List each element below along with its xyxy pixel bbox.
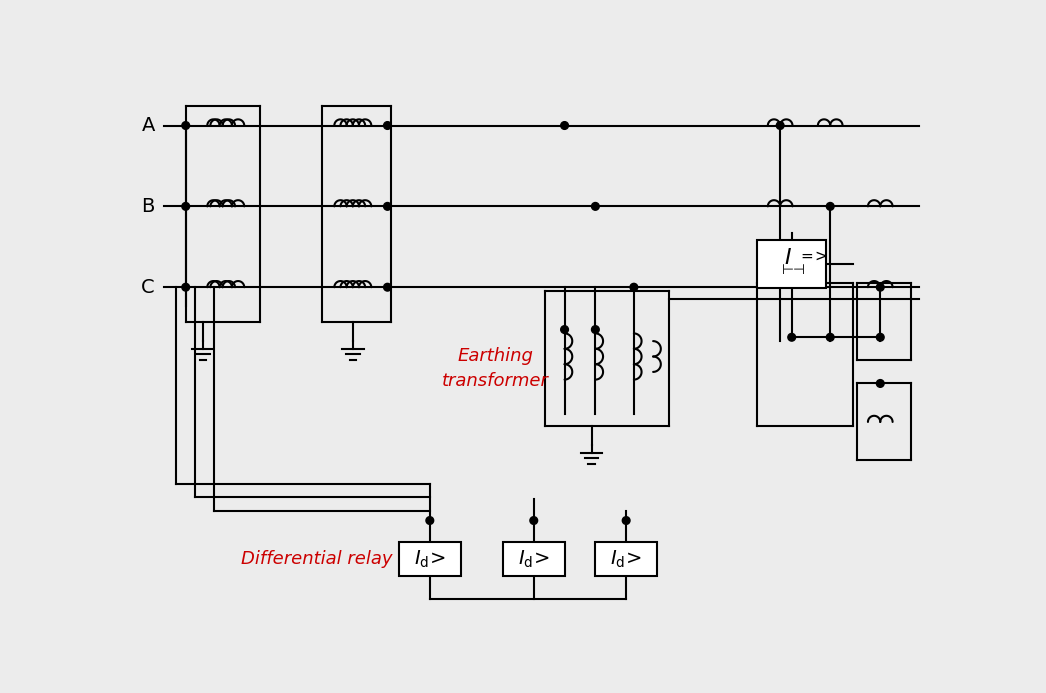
Text: B: B bbox=[141, 197, 155, 216]
Text: $\mathdefault{=\!\!>}$: $\mathdefault{=\!\!>}$ bbox=[798, 249, 827, 264]
Circle shape bbox=[182, 283, 189, 291]
Circle shape bbox=[877, 333, 884, 341]
Bar bbox=[503, 542, 565, 576]
Circle shape bbox=[182, 202, 189, 210]
Circle shape bbox=[622, 517, 630, 525]
Circle shape bbox=[630, 283, 638, 291]
Circle shape bbox=[561, 122, 568, 130]
Text: $\vdash\!\!\!\dashv$: $\vdash\!\!\!\dashv$ bbox=[778, 263, 804, 277]
Text: Earthing
transformer: Earthing transformer bbox=[441, 346, 549, 389]
Text: $\it{I}$: $\it{I}$ bbox=[783, 248, 792, 268]
Circle shape bbox=[826, 333, 834, 341]
Circle shape bbox=[426, 517, 434, 525]
Circle shape bbox=[561, 326, 568, 333]
Text: $I_\mathrm{d}\!>$: $I_\mathrm{d}\!>$ bbox=[610, 548, 642, 570]
Bar bbox=[399, 542, 460, 576]
Circle shape bbox=[384, 202, 391, 210]
Circle shape bbox=[384, 283, 391, 291]
Circle shape bbox=[182, 122, 189, 130]
Circle shape bbox=[530, 517, 538, 525]
Circle shape bbox=[592, 202, 599, 210]
Circle shape bbox=[877, 283, 884, 291]
Text: $I_\mathrm{d}\!>$: $I_\mathrm{d}\!>$ bbox=[414, 548, 446, 570]
Text: $I_\mathrm{d}\!>$: $I_\mathrm{d}\!>$ bbox=[518, 548, 550, 570]
Bar bbox=[595, 542, 657, 576]
Circle shape bbox=[384, 122, 391, 130]
Text: Differential relay: Differential relay bbox=[242, 550, 393, 568]
Text: A: A bbox=[141, 116, 155, 135]
Text: C: C bbox=[141, 278, 155, 297]
Bar bbox=[757, 240, 826, 288]
Circle shape bbox=[877, 380, 884, 387]
Circle shape bbox=[788, 333, 796, 341]
Circle shape bbox=[592, 326, 599, 333]
Circle shape bbox=[776, 122, 784, 130]
Circle shape bbox=[826, 202, 834, 210]
